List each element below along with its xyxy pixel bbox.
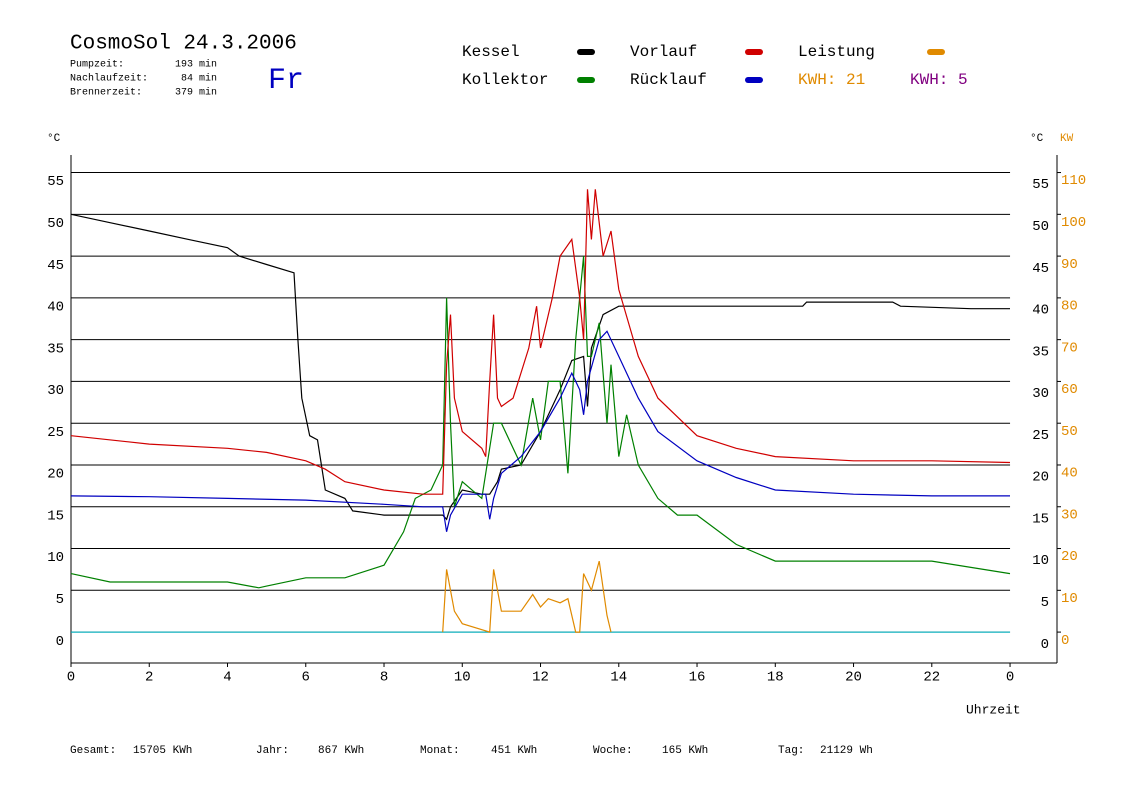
series-line [442,560,612,633]
legend-label: Rücklauf [630,71,707,89]
y2-tick-label: 20 [1061,549,1078,565]
y-tick-label: 40 [47,300,64,316]
y2-tick-label: 50 [1061,424,1078,440]
stat-value: 15705 KWh [133,745,192,757]
y-tick-label-right: 45 [1032,261,1049,277]
y-tick-label: 50 [47,216,64,232]
info-value: 379 min [175,87,217,99]
x-tick-label: 10 [454,670,471,686]
stat-label: Monat: [420,745,460,757]
y-tick-label-right: 15 [1032,511,1049,527]
y2-tick-label: 30 [1061,507,1078,523]
series-line [70,256,1011,589]
energy-label: KWH: 21 [798,71,865,89]
y2-unit: KW [1060,133,1074,145]
y-tick-label: 30 [47,383,64,399]
y-tick-label-right: 5 [1041,595,1049,611]
stat-label: Gesamt: [70,745,116,757]
info-label: Brennerzeit: [70,87,142,99]
x-tick-label: 12 [532,670,549,686]
y-tick-label: 5 [56,592,64,608]
x-tick-label: 18 [767,670,784,686]
stat-value: 451 KWh [491,745,537,757]
y-tick-label: 20 [47,467,64,483]
y-tick-label-right: 50 [1032,219,1049,235]
info-label: Nachlaufzeit: [70,73,148,85]
y2-tick-label: 0 [1061,633,1069,649]
y-tick-label-right: 30 [1032,386,1049,402]
legend-label: Leistung [798,43,875,61]
y-tick-label-right: 0 [1041,637,1049,653]
x-tick-label: 14 [610,670,627,686]
x-tick-label: 4 [223,670,231,686]
y2-tick-label: 100 [1061,215,1086,231]
x-tick-label: 2 [145,670,153,686]
y-tick-label-right: 35 [1032,344,1049,360]
x-tick-label: 0 [67,670,75,686]
y2-tick-label: 40 [1061,466,1078,482]
y2-tick-label: 90 [1061,257,1078,273]
x-tick-label: 0 [1006,670,1014,686]
y-tick-label: 35 [47,341,64,357]
x-tick-label: 16 [689,670,706,686]
x-tick-label: 22 [923,670,940,686]
legend-label: Kessel [462,43,520,61]
y-tick-label-right: 20 [1032,470,1049,486]
info-value: 193 min [175,59,217,71]
stat-value: 867 KWh [318,745,364,757]
series-line [70,213,1010,521]
stat-value: 165 KWh [662,745,708,757]
legend-label: Kollektor [462,71,548,89]
page-title: CosmoSol 24.3.2006 [70,33,297,56]
series-line [70,330,1010,532]
stat-label: Tag: [778,745,804,757]
y-tick-label: 45 [47,258,64,274]
y2-tick-label: 10 [1061,591,1078,607]
series-line [70,189,1011,495]
y-tick-label-right: 25 [1032,428,1049,444]
y2-tick-label: 70 [1061,340,1078,356]
y2-tick-label: 80 [1061,299,1078,315]
y2-tick-label: 110 [1061,173,1086,189]
y-unit: °C [47,133,61,145]
x-tick-label: 6 [302,670,310,686]
y-tick-label-right: 40 [1032,303,1049,319]
y-tick-label: 25 [47,425,64,441]
y-tick-label-right: 55 [1032,177,1049,193]
stat-label: Woche: [593,745,633,757]
y2-tick-label: 60 [1061,382,1078,398]
y-tick-label: 10 [47,550,64,566]
weekday: Fr [268,64,304,98]
y-tick-label: 55 [47,174,64,190]
x-tick-label: 8 [380,670,388,686]
stat-label: Jahr: [256,745,289,757]
y-tick-label: 0 [56,634,64,650]
info-value: 84 min [181,73,217,85]
x-label: Uhrzeit [966,702,1021,717]
energy-label: KWH: 5 [910,71,968,89]
y-tick-label: 15 [47,508,64,524]
info-label: Pumpzeit: [70,59,124,71]
legend-label: Vorlauf [630,43,697,61]
y-tick-label-right: 10 [1032,553,1049,569]
x-tick-label: 20 [845,670,862,686]
y-unit-right: °C [1030,133,1044,145]
stat-value: 21129 Wh [820,745,873,757]
